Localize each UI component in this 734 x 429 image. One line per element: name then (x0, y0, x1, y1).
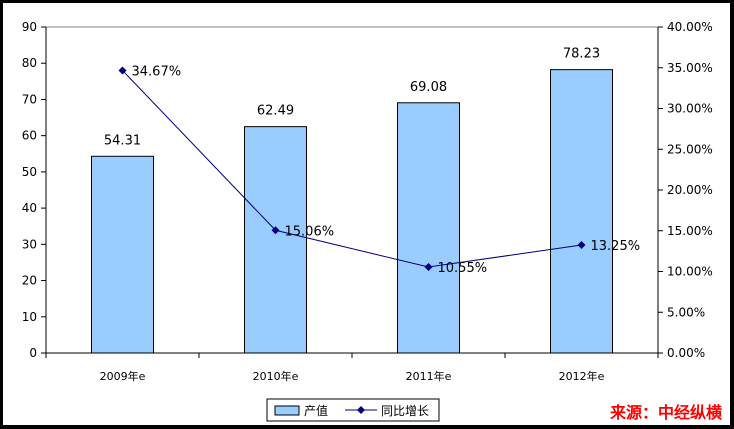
line-point (577, 241, 586, 250)
y-right-tick-label: 5.00% (667, 305, 705, 319)
bar-data-label: 62.49 (257, 104, 294, 119)
line-data-label: 13.25% (591, 239, 641, 254)
y-right-tick-label: 40.00% (667, 20, 713, 34)
y-right-tick-label: 0.00% (667, 346, 705, 360)
bar (244, 126, 307, 354)
bar-data-label: 54.31 (104, 133, 141, 148)
bar (91, 155, 154, 354)
source-label: 来源：中经纵横 (609, 403, 722, 422)
x-tick-label: 2012年e (559, 369, 605, 383)
y-left-tick-label: 60 (22, 129, 37, 143)
y-left-tick-label: 80 (22, 56, 37, 70)
y-left-tick-label: 30 (22, 237, 37, 251)
y-left-tick-label: 90 (22, 20, 37, 34)
x-tick-label: 2011年e (406, 369, 452, 383)
bar-data-label: 69.08 (410, 80, 447, 95)
bar-data-label: 78.23 (563, 47, 600, 62)
y-left-tick-label: 10 (22, 310, 37, 324)
x-tick-label: 2010年e (253, 369, 299, 383)
y-right-tick-label: 30.00% (667, 102, 713, 116)
legend-bar-swatch (274, 405, 300, 416)
line-data-label: 15.06% (285, 224, 335, 239)
bar (397, 102, 460, 354)
y-left-tick-label: 40 (22, 201, 37, 215)
chart: 0 10 20 30 40 50 60 70 80 90 0.00% 5.00% 10.00% 15.00… (22, 20, 713, 422)
y-left-tick-label: 70 (22, 92, 37, 106)
growth-line (122, 70, 582, 268)
line-point (118, 66, 127, 75)
y-left-tick-label: 0 (29, 346, 37, 360)
line-point (271, 226, 280, 235)
y-left-tick-label: 50 (22, 165, 37, 179)
legend-bar-label: 产值 (304, 403, 328, 418)
line-data-label: 10.55% (438, 261, 488, 276)
y-right-tick-label: 20.00% (667, 183, 713, 197)
chart-frame: 0 10 20 30 40 50 60 70 80 90 0.00% 5.00% 10.00% 15.00… (3, 3, 730, 425)
x-tick-label: 2009年e (100, 369, 146, 383)
y-right-tick-label: 15.00% (667, 224, 713, 238)
line-point (424, 263, 433, 272)
y-right-tick-label: 10.00% (667, 265, 713, 279)
y-right-tick-label: 35.00% (667, 61, 713, 75)
legend-line-marker (357, 406, 365, 414)
bar (550, 69, 613, 354)
legend-line-label: 同比增长 (381, 404, 429, 418)
line-data-label: 34.67% (132, 64, 182, 79)
y-left-tick-label: 20 (22, 274, 37, 288)
y-right-tick-label: 25.00% (667, 142, 713, 156)
